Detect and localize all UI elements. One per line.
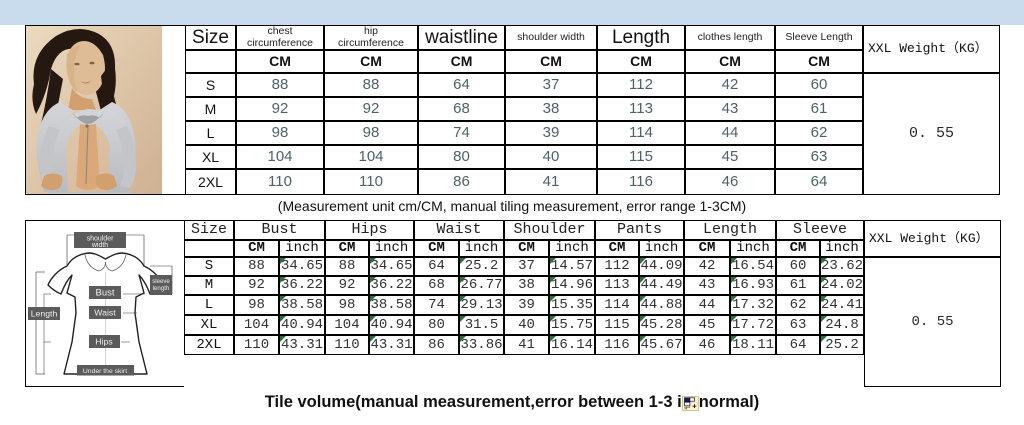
svg-text:width: width: [91, 242, 108, 249]
svg-text:Waist: Waist: [94, 307, 116, 317]
svg-text:Under the skirt: Under the skirt: [83, 368, 127, 375]
svg-text:Length: Length: [31, 308, 58, 318]
svg-text:length: length: [153, 285, 170, 292]
svg-text:+: +: [692, 401, 697, 410]
svg-text:Bust: Bust: [95, 287, 114, 298]
svg-text:sleeve: sleeve: [152, 278, 170, 285]
svg-text:Hips: Hips: [95, 336, 113, 346]
